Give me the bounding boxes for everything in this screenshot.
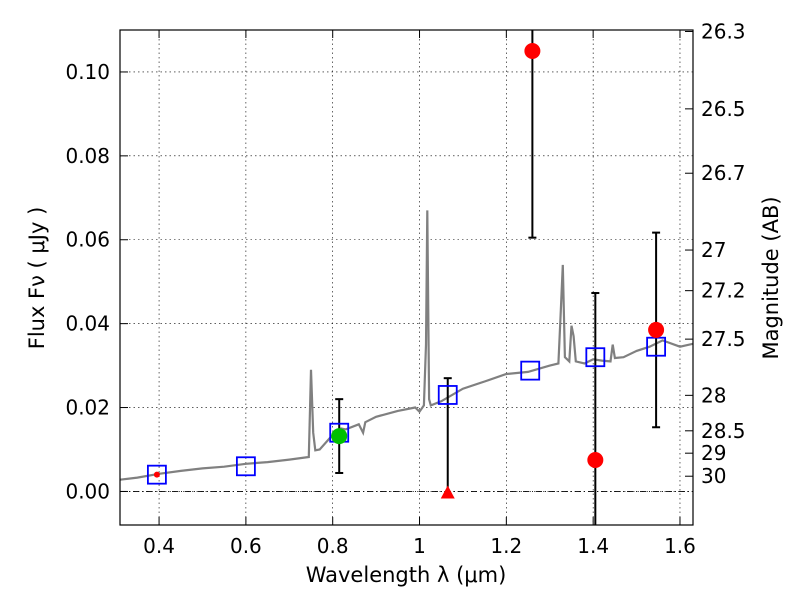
y-tick-label: 0.00 [65,479,110,503]
model-photometry-square [235,456,256,477]
model-photometry-markers [146,336,667,485]
plot-area [120,30,693,525]
magnitude-tick-label: 27.5 [701,327,746,351]
y-axis-title: Flux Fν ( μJy ) [25,207,49,350]
magnitude-tick-label: 29 [701,441,726,465]
y-tick-label: 0.02 [65,396,110,420]
model-spectrum-line [120,210,693,481]
magnitude-axis-title: Magnitude (AB) [759,196,783,359]
upper-limit-marker [440,485,455,499]
magnitude-tick-label: 26.3 [701,19,746,43]
observed-flux-point [587,451,604,468]
y-axis-ticks: 0.00 0.02 0.04 0.06 0.08 0.10 [65,60,128,503]
observed-flux-point [524,42,541,59]
x-axis-title: Wavelength λ (μm) [306,563,507,587]
y-tick-label: 0.06 [65,228,110,252]
x-axis-ticks: 0.4 0.6 0.8 1 1.2 1.4 1.6 [143,30,696,558]
x-tick-label: 0.6 [230,534,262,558]
observed-flux-point [648,321,665,338]
magnitude-tick-label: 28.5 [701,419,746,443]
y-tick-label: 0.08 [65,144,110,168]
model-photometry-square [437,385,458,405]
magnitude-tick-label: 30 [701,464,726,488]
magnitude-tick-label: 27 [701,238,726,262]
magnitude-tick-label: 26.5 [701,97,746,121]
magnitude-tick-label: 26.7 [701,161,746,185]
x-tick-label: 1.2 [490,534,522,558]
x-tick-label: 1 [413,534,426,558]
model-photometry-square [585,347,606,368]
model-photometry-square [520,360,541,381]
x-tick-label: 0.8 [317,534,349,558]
x-tick-label: 1.6 [664,534,696,558]
y-tick-label: 0.10 [65,60,110,84]
x-tick-label: 0.4 [143,534,175,558]
magnitude-tick-label: 28 [701,383,726,407]
observed-flux-point [153,471,160,478]
observed-flux-point [331,428,348,445]
x-tick-label: 1.4 [577,534,609,558]
plot-frame [119,29,694,526]
y-tick-label: 0.04 [65,312,110,336]
magnitude-tick-label: 27.2 [701,279,746,303]
model-photometry-square [146,464,167,485]
observed-flux-markers [153,42,665,499]
